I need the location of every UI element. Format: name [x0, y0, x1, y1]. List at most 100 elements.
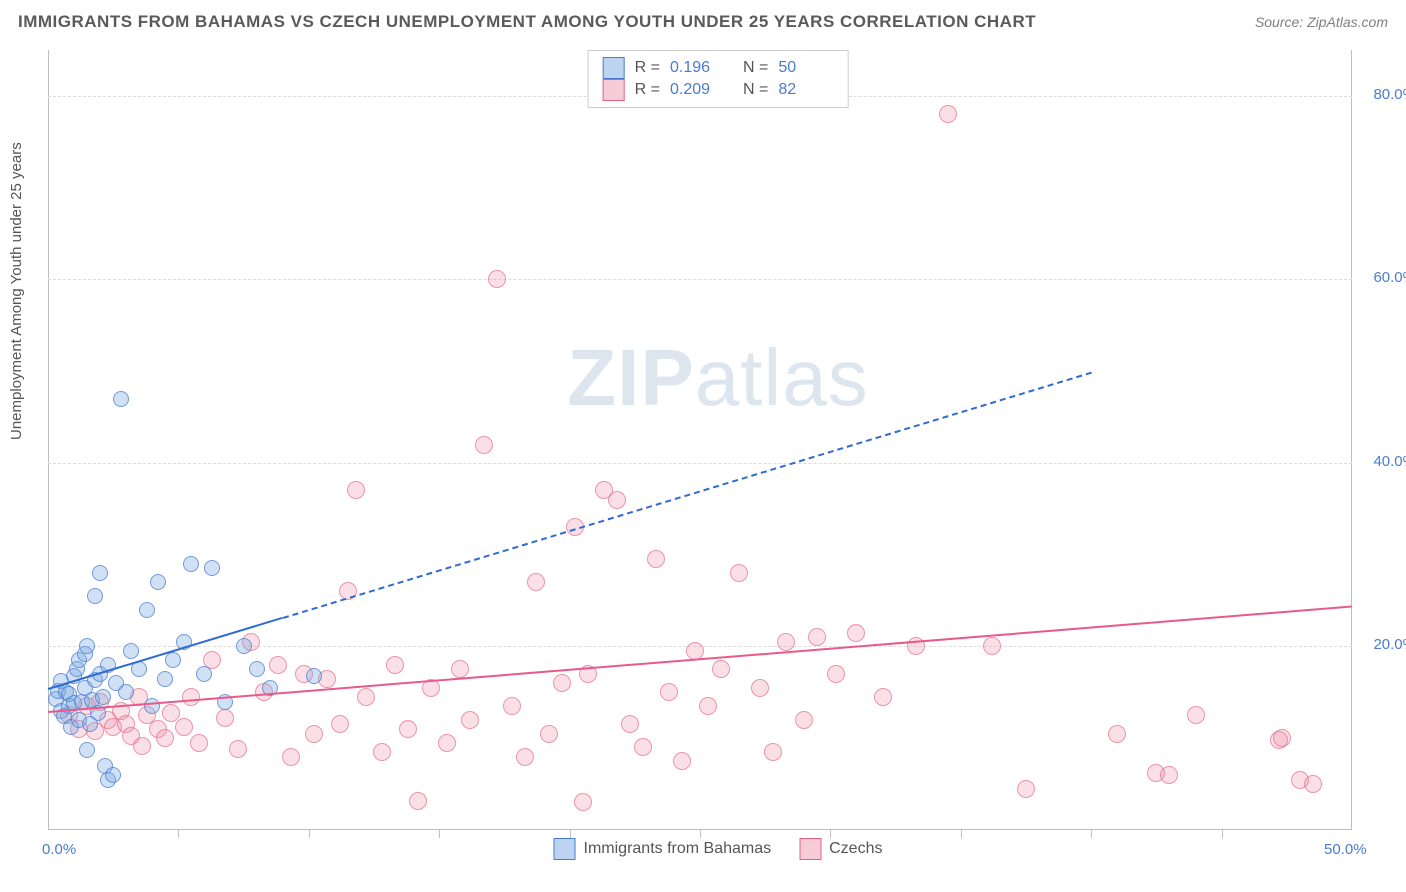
scatter-point-pink [347, 481, 365, 499]
scatter-point-pink [1304, 775, 1322, 793]
scatter-point-pink [553, 674, 571, 692]
scatter-point-pink [503, 697, 521, 715]
scatter-point-pink [699, 697, 717, 715]
scatter-point-pink [305, 725, 323, 743]
scatter-point-pink [1273, 729, 1291, 747]
x-tick [178, 830, 179, 838]
y-axis-line-left [48, 50, 49, 830]
scatter-point-pink [331, 715, 349, 733]
x-tick [1222, 830, 1223, 838]
scatter-point-pink [847, 624, 865, 642]
scatter-point-pink [409, 792, 427, 810]
scatter-point-blue [105, 767, 121, 783]
y-tick-label: 40.0% [1356, 453, 1406, 470]
x-tick-label: 50.0% [1324, 841, 1367, 858]
scatter-point-pink [175, 718, 193, 736]
scatter-point-blue [79, 742, 95, 758]
scatter-point-blue [79, 638, 95, 654]
scatter-point-pink [190, 734, 208, 752]
source-label: Source: ZipAtlas.com [1255, 14, 1388, 30]
scatter-point-blue [157, 671, 173, 687]
scatter-point-pink [488, 270, 506, 288]
grid-line [48, 279, 1352, 281]
legend-bottom: Immigrants from BahamasCzechs [554, 838, 883, 860]
scatter-point-pink [516, 748, 534, 766]
scatter-point-blue [204, 560, 220, 576]
scatter-point-pink [608, 491, 626, 509]
scatter-point-blue [165, 652, 181, 668]
legend-n-value: 50 [778, 57, 833, 79]
y-axis-line-right [1351, 50, 1352, 830]
scatter-point-pink [730, 564, 748, 582]
scatter-point-blue [92, 565, 108, 581]
scatter-point-pink [634, 738, 652, 756]
x-tick [961, 830, 962, 838]
scatter-point-pink [795, 711, 813, 729]
scatter-point-blue [123, 643, 139, 659]
x-tick [309, 830, 310, 838]
legend-r-label: R = [635, 79, 660, 101]
scatter-point-pink [357, 688, 375, 706]
x-tick [439, 830, 440, 838]
scatter-point-pink [764, 743, 782, 761]
x-tick [1091, 830, 1092, 838]
scatter-point-pink [1160, 766, 1178, 784]
x-tick [570, 830, 571, 838]
scatter-point-pink [386, 656, 404, 674]
legend-swatch [603, 79, 625, 101]
legend-swatch [799, 838, 821, 860]
scatter-point-pink [399, 720, 417, 738]
scatter-point-pink [216, 709, 234, 727]
scatter-point-pink [269, 656, 287, 674]
grid-line [48, 463, 1352, 465]
chart-area: ZIPatlas R =0.196N =50R =0.209N =82 Immi… [48, 50, 1388, 830]
legend-swatch [603, 57, 625, 79]
scatter-point-blue [144, 698, 160, 714]
trend-line [282, 371, 1091, 618]
scatter-point-pink [438, 734, 456, 752]
legend-label: Czechs [829, 840, 882, 858]
scatter-point-blue [150, 574, 166, 590]
scatter-point-pink [527, 573, 545, 591]
plot: ZIPatlas R =0.196N =50R =0.209N =82 Immi… [48, 50, 1388, 830]
scatter-point-pink [475, 436, 493, 454]
scatter-point-pink [156, 729, 174, 747]
scatter-point-pink [229, 740, 247, 758]
scatter-point-pink [983, 637, 1001, 655]
legend-swatch [554, 838, 576, 860]
scatter-point-blue [118, 684, 134, 700]
legend-n-label: N = [743, 57, 768, 79]
scatter-point-pink [282, 748, 300, 766]
scatter-point-pink [182, 688, 200, 706]
scatter-point-pink [751, 679, 769, 697]
scatter-point-pink [874, 688, 892, 706]
scatter-point-pink [939, 105, 957, 123]
scatter-point-blue [196, 666, 212, 682]
x-tick [700, 830, 701, 838]
scatter-point-pink [373, 743, 391, 761]
legend-r-value: 0.209 [670, 79, 725, 101]
scatter-point-pink [133, 737, 151, 755]
scatter-point-pink [621, 715, 639, 733]
scatter-point-pink [712, 660, 730, 678]
scatter-point-blue [139, 602, 155, 618]
scatter-point-pink [673, 752, 691, 770]
y-tick-label: 60.0% [1356, 269, 1406, 286]
legend-n-value: 82 [778, 79, 833, 101]
scatter-point-blue [113, 391, 129, 407]
scatter-point-pink [162, 704, 180, 722]
scatter-point-pink [540, 725, 558, 743]
scatter-point-pink [461, 711, 479, 729]
x-tick-label: 0.0% [42, 841, 76, 858]
scatter-point-pink [808, 628, 826, 646]
scatter-point-pink [1108, 725, 1126, 743]
scatter-point-blue [306, 668, 322, 684]
legend-item: Czechs [799, 838, 882, 860]
scatter-point-pink [827, 665, 845, 683]
legend-r-value: 0.196 [670, 57, 725, 79]
scatter-point-blue [236, 638, 252, 654]
chart-title: IMMIGRANTS FROM BAHAMAS VS CZECH UNEMPLO… [18, 12, 1036, 32]
y-tick-label: 20.0% [1356, 636, 1406, 653]
legend-top: R =0.196N =50R =0.209N =82 [588, 50, 849, 108]
scatter-point-pink [660, 683, 678, 701]
